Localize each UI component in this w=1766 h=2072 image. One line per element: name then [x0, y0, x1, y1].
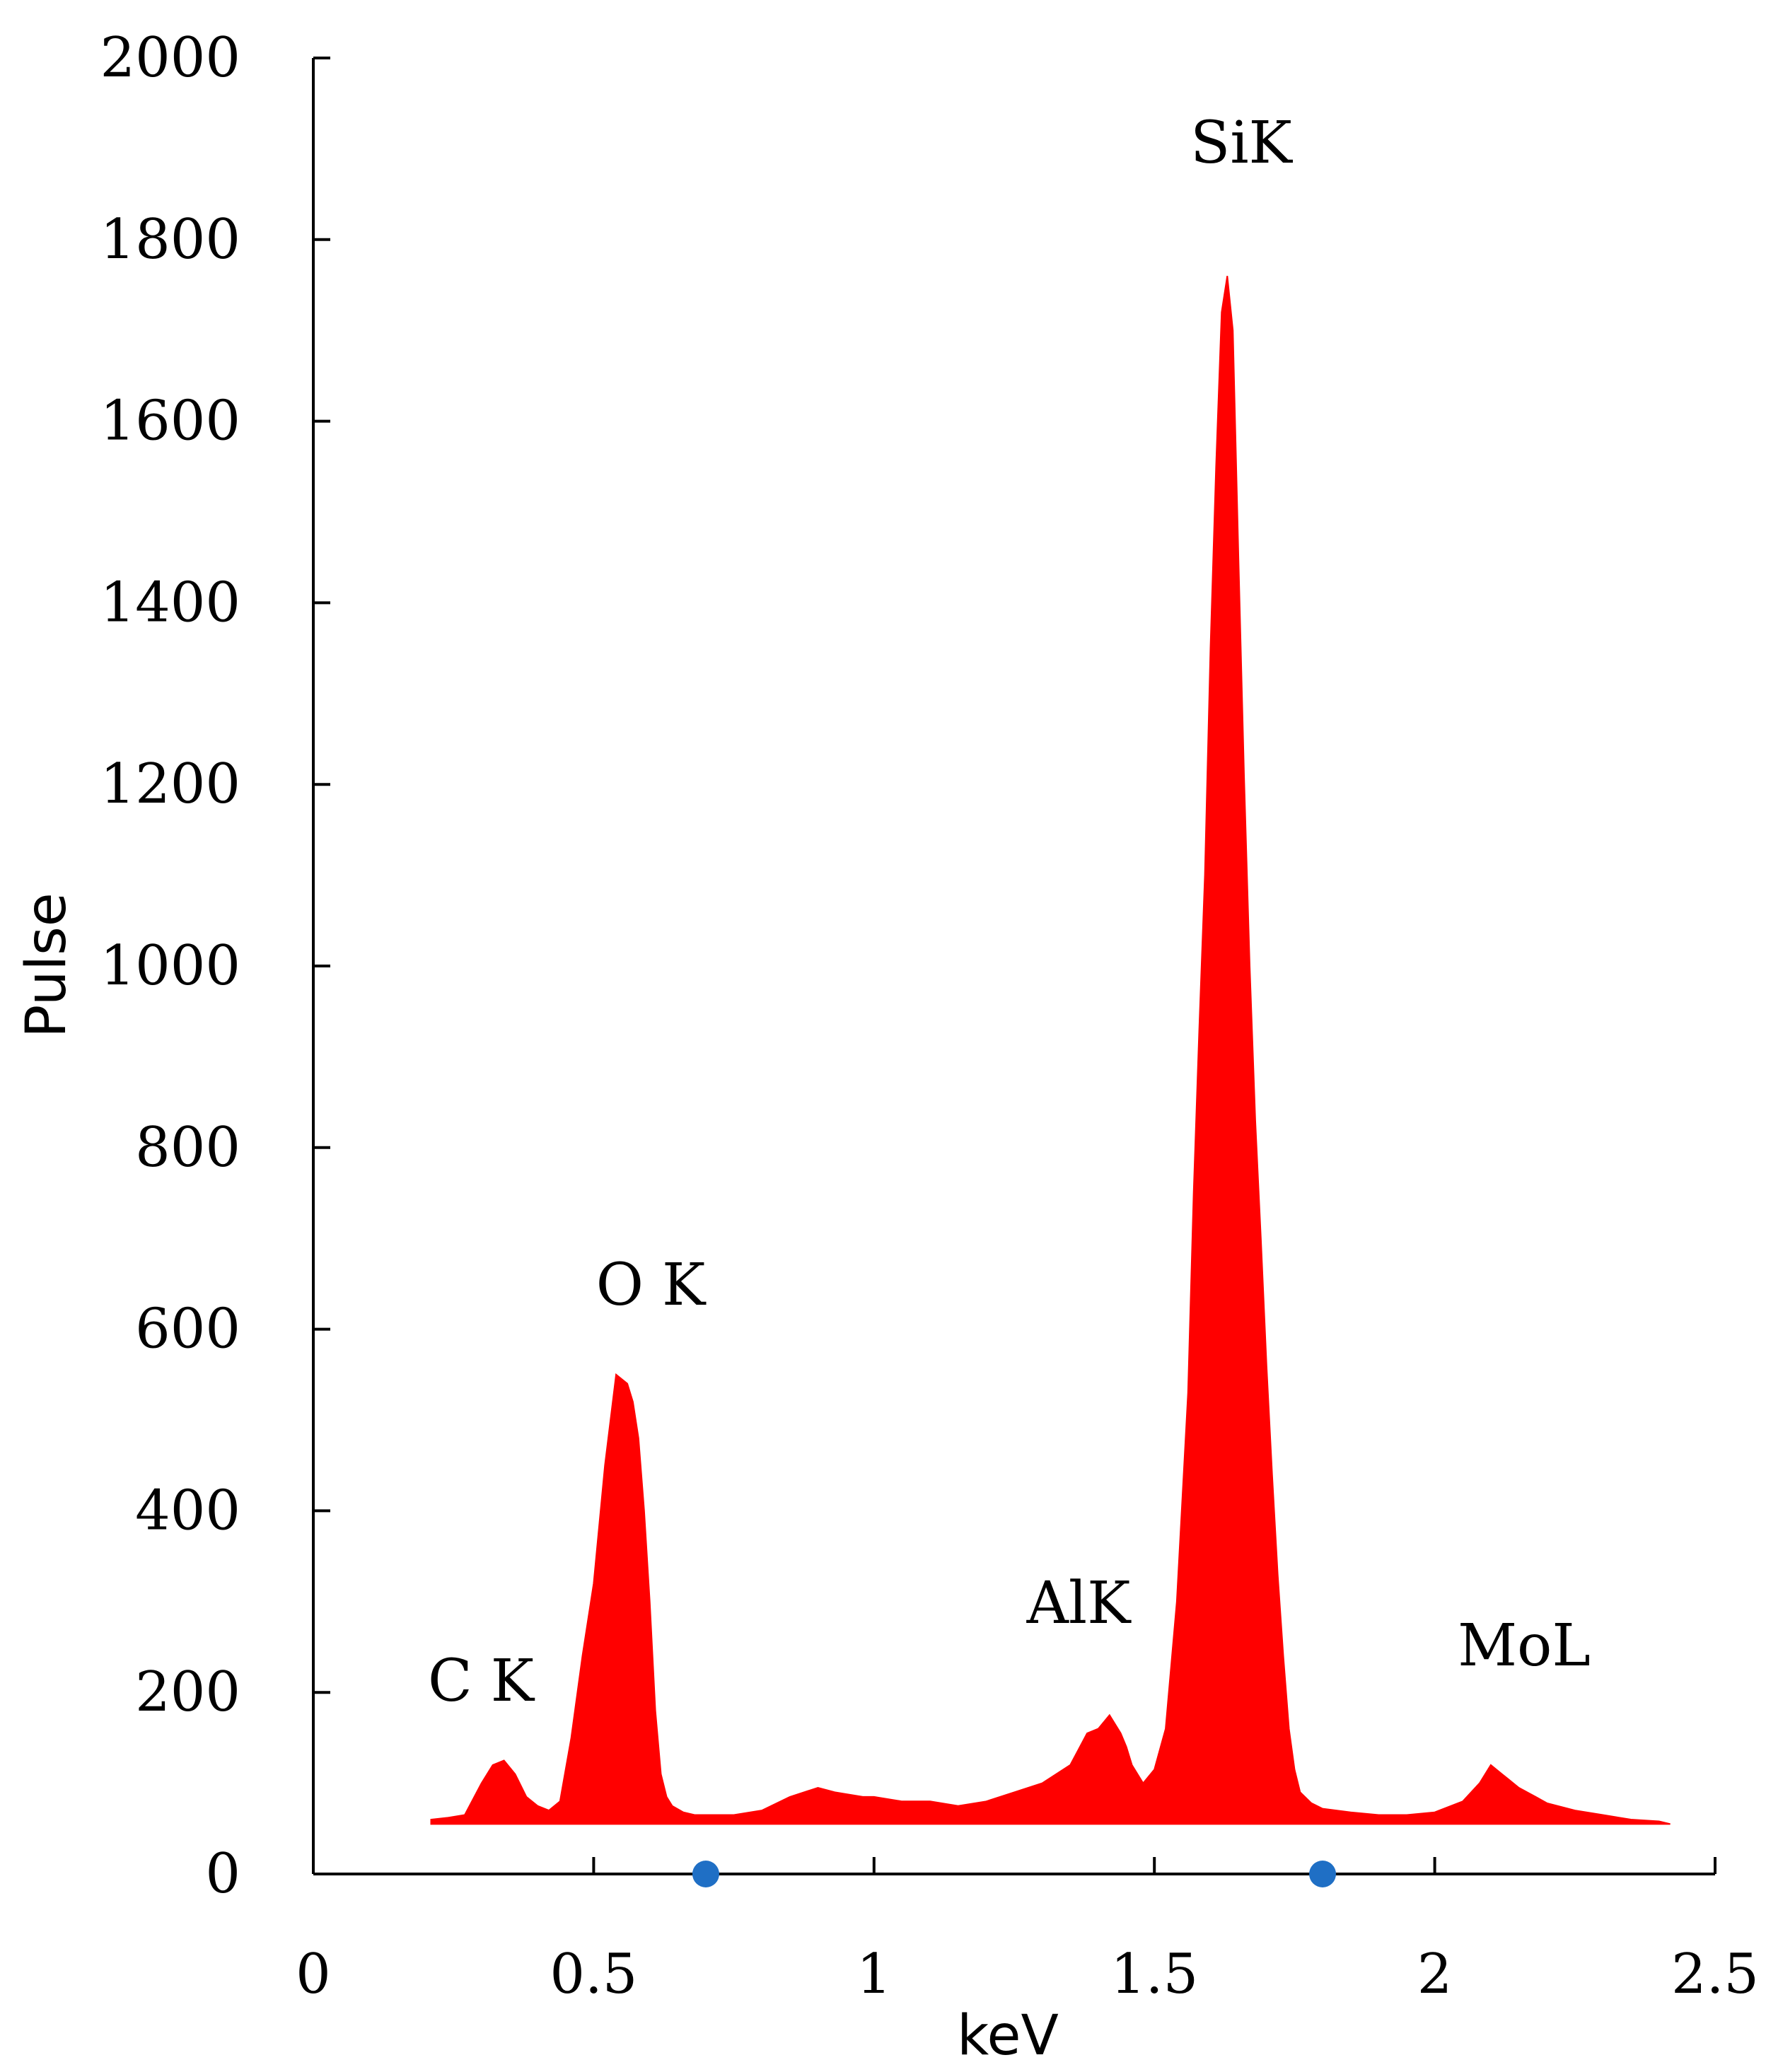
y-tick-label: 2000: [100, 26, 240, 90]
y-tick-label: 1400: [100, 571, 240, 634]
y-axis-title: Pulse: [15, 892, 79, 1037]
y-tick-label: 800: [135, 1116, 240, 1180]
y-tick-label: 400: [135, 1479, 240, 1542]
peak-label-mo-l: MoL: [1458, 1612, 1591, 1680]
y-tick-label: 1000: [100, 934, 240, 998]
y-tick-label: 1200: [100, 752, 240, 816]
y-ticks: 0 200 400 600 800 1000 1200 1400 1600 1800 2000: [100, 26, 330, 1906]
y-tick-label: 200: [135, 1660, 240, 1724]
axes: [312, 58, 1715, 1875]
peak-label-c-k: C K: [428, 1648, 535, 1715]
x-tick-label: 0: [296, 1943, 331, 2006]
y-tick-label: 1600: [100, 390, 240, 453]
peak-label-si-k: SiK: [1190, 110, 1293, 177]
axis-markers: [692, 1861, 1337, 1887]
peak-label-o-k: O K: [596, 1252, 707, 1319]
peak-label-al-k: AlK: [1026, 1570, 1132, 1637]
x-tick-label: 0.5: [550, 1943, 637, 2006]
x-tick-label: 1: [856, 1943, 892, 2006]
axis-marker-dot: [692, 1861, 719, 1887]
x-axis-title: keV: [957, 2004, 1059, 2068]
spectrum-area-layer: [430, 276, 1671, 1825]
x-ticks: 0 0.5 1 1.5 2 2.5: [296, 1857, 1759, 2006]
spectrum-area-0: [430, 276, 1671, 1825]
y-tick-label: 0: [205, 1842, 240, 1906]
x-tick-label: 2: [1417, 1943, 1453, 2006]
x-tick-label: 2.5: [1671, 1943, 1759, 2006]
x-tick-label: 1.5: [1110, 1943, 1198, 2006]
y-tick-label: 1800: [100, 208, 240, 272]
y-tick-label: 600: [135, 1298, 240, 1361]
axis-marker-dot: [1309, 1861, 1337, 1887]
